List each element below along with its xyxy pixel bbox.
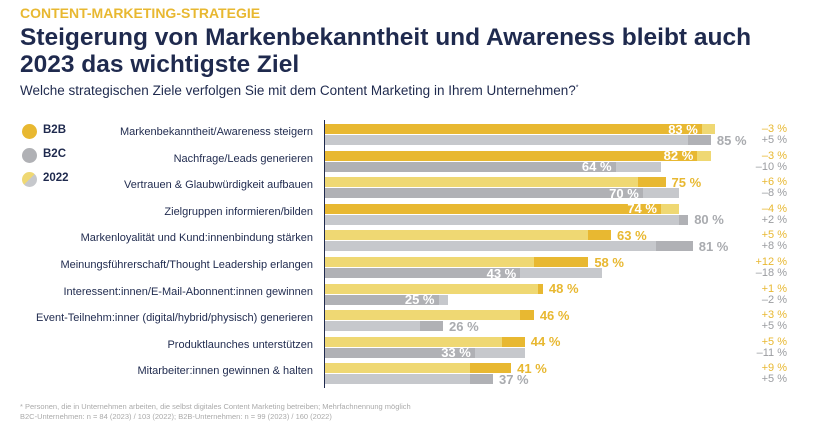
bar-2023 bbox=[325, 268, 521, 278]
category-label: Interessent:innen/E-Mail-Abonnent:innen … bbox=[63, 285, 314, 298]
change-label: –18 % bbox=[755, 267, 787, 279]
bar-2022 bbox=[325, 374, 471, 385]
value-label: 41 % bbox=[517, 360, 547, 376]
bar-2022 bbox=[325, 310, 521, 321]
value-label: 70 % bbox=[609, 185, 639, 201]
value-label: 44 % bbox=[530, 334, 561, 350]
bar-2023 bbox=[325, 347, 475, 358]
change-label: –10 % bbox=[755, 160, 787, 173]
legend-label: B2C bbox=[43, 148, 67, 160]
value-label: 46 % bbox=[539, 307, 570, 323]
value-label: 33 % bbox=[441, 345, 471, 361]
bar-2023 bbox=[325, 124, 702, 134]
legend-label: B2B bbox=[43, 124, 67, 136]
bar-2022 bbox=[325, 177, 639, 188]
bar-2023 bbox=[325, 188, 643, 199]
bar-2022 bbox=[325, 283, 539, 294]
change-label: –2 % bbox=[761, 293, 787, 306]
category-label: Meinungsführerschaft/Thought Leadership … bbox=[60, 259, 313, 271]
change-label: –11 % bbox=[756, 346, 787, 359]
change-label: –3 % bbox=[761, 123, 787, 135]
year-2022-dot-icon bbox=[22, 172, 37, 187]
change-label: –4 % bbox=[761, 202, 787, 215]
footnote-line: B2C-Unternehmen: n = 84 (2023) / 103 (20… bbox=[20, 411, 332, 421]
change-label: +5 % bbox=[761, 229, 787, 242]
value-label: 58 % bbox=[594, 254, 624, 270]
category-label: Mitarbeiter:innen gewinnen & halten bbox=[137, 365, 313, 378]
bar-2023 bbox=[325, 203, 661, 214]
value-label: 63 % bbox=[617, 227, 647, 243]
change-label: +3 % bbox=[761, 309, 787, 322]
value-label: 75 % bbox=[671, 174, 702, 190]
change-label: –8 % bbox=[761, 187, 787, 200]
bar-2022 bbox=[325, 363, 471, 374]
change-label: –3 % bbox=[761, 149, 787, 162]
category-label: Nachfrage/Leads generieren bbox=[173, 152, 313, 165]
bar-2022 bbox=[325, 230, 589, 241]
subtitle: Welche strategischen Ziele verfolgen Sie… bbox=[20, 83, 579, 98]
value-label: 85 % bbox=[716, 132, 747, 148]
category-label: Event-Teilnehm:inner (digital/hybrid/phy… bbox=[36, 312, 313, 325]
value-label: 26 % bbox=[449, 318, 479, 334]
kicker: CONTENT-MARKETING-STRATEGIE bbox=[20, 5, 261, 21]
footnote-line: * Personen, die in Unternehmen arbeiten,… bbox=[20, 402, 411, 411]
value-label: 64 % bbox=[581, 159, 612, 175]
change-label: +5 % bbox=[761, 320, 787, 333]
category-label: Zielgruppen informieren/bilden bbox=[164, 205, 313, 218]
change-label: +5 % bbox=[761, 134, 787, 146]
change-label: +8 % bbox=[761, 240, 787, 253]
change-label: +1 % bbox=[761, 282, 787, 295]
value-label: 83 % bbox=[668, 121, 698, 137]
bar-2023 bbox=[325, 150, 698, 161]
b2c-dot-icon bbox=[22, 148, 37, 163]
category-label: Vertrauen & Glaubwürdigkeit aufbauen bbox=[124, 179, 313, 192]
value-label: 37 % bbox=[498, 371, 529, 387]
legend-label: 2022 bbox=[43, 172, 69, 184]
footnote-mark: * bbox=[575, 84, 579, 92]
footnote: * Personen, die in Unternehmen arbeiten,… bbox=[20, 402, 411, 421]
change-label: +2 % bbox=[761, 213, 787, 226]
value-label: 74 % bbox=[627, 201, 657, 217]
value-label: 81 % bbox=[698, 238, 729, 254]
value-label: 48 % bbox=[548, 281, 579, 297]
axis-line bbox=[324, 120, 325, 388]
change-label: +5 % bbox=[761, 373, 787, 386]
category-label: Produktlaunches unterstützen bbox=[167, 338, 313, 351]
category-label: Markenbekanntheit/Awareness steigern bbox=[119, 126, 313, 138]
change-label: +12 % bbox=[755, 256, 788, 268]
category-label: Markenloyalität und Kund:innenbindung st… bbox=[80, 232, 313, 245]
bar-2023 bbox=[325, 294, 439, 305]
change-label: +5 % bbox=[761, 335, 787, 348]
change-label: +6 % bbox=[761, 176, 787, 189]
value-label: 25 % bbox=[404, 292, 435, 308]
subtitle-text: Welche strategischen Ziele verfolgen Sie… bbox=[20, 83, 576, 98]
change-label: +9 % bbox=[761, 362, 787, 375]
b2b-dot-icon bbox=[22, 124, 37, 139]
value-label: 82 % bbox=[663, 148, 694, 164]
value-label: 43 % bbox=[486, 265, 517, 281]
page-title: Steigerung von Markenbekanntheit und Awa… bbox=[20, 24, 752, 78]
bar-2022 bbox=[325, 135, 689, 145]
bar-2022 bbox=[325, 321, 421, 332]
value-label: 80 % bbox=[694, 212, 724, 228]
bar-2022 bbox=[325, 241, 657, 252]
bar-2022 bbox=[325, 214, 680, 225]
bar-2023 bbox=[325, 161, 616, 172]
bar-2022 bbox=[325, 336, 503, 347]
bar-2022 bbox=[325, 257, 534, 267]
